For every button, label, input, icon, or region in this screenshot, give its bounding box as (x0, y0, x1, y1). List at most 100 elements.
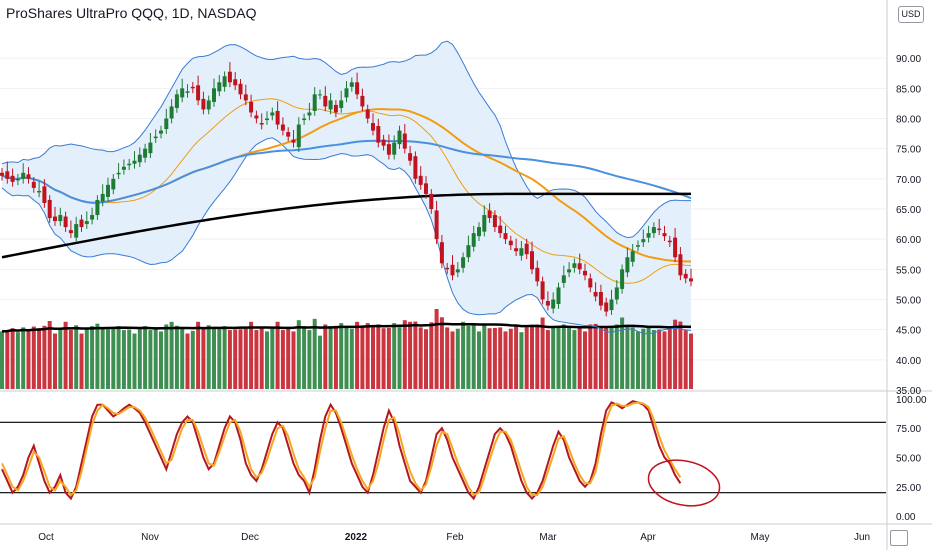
candle[interactable] (572, 258, 577, 273)
candle[interactable] (530, 241, 534, 275)
candle[interactable] (429, 189, 434, 214)
candle[interactable] (302, 113, 307, 125)
candle[interactable] (636, 240, 640, 252)
candle[interactable] (243, 84, 248, 106)
candle[interactable] (164, 108, 169, 134)
candle[interactable] (249, 94, 254, 118)
candle[interactable] (0, 167, 4, 181)
candle[interactable] (386, 134, 391, 160)
candle[interactable] (227, 62, 232, 88)
stochastic-panel[interactable] (0, 400, 886, 512)
candle[interactable] (344, 81, 349, 103)
candle[interactable] (323, 86, 328, 112)
candle[interactable] (31, 177, 36, 193)
candle[interactable] (212, 78, 216, 107)
time-axis[interactable]: Oct Nov Dec 2022 Feb Mar Apr May Jun (38, 532, 870, 543)
candle[interactable] (265, 111, 269, 125)
candle[interactable] (132, 151, 137, 169)
candle[interactable] (662, 225, 667, 241)
candle[interactable] (201, 91, 206, 115)
candle[interactable] (259, 113, 264, 130)
candle[interactable] (53, 206, 57, 226)
candle[interactable] (127, 158, 132, 171)
candle[interactable] (408, 145, 413, 166)
candle[interactable] (222, 71, 227, 92)
candle[interactable] (26, 167, 31, 184)
candle[interactable] (371, 113, 375, 136)
candle[interactable] (535, 260, 540, 287)
chart-settings-icon[interactable] (890, 530, 908, 546)
candle[interactable] (667, 235, 672, 248)
candle[interactable] (116, 163, 121, 180)
candle[interactable] (68, 220, 73, 238)
candle[interactable] (477, 222, 481, 241)
candle[interactable] (318, 89, 322, 100)
candle[interactable] (641, 229, 646, 248)
candle[interactable] (307, 102, 312, 121)
candle[interactable] (583, 263, 587, 281)
candle[interactable] (482, 205, 487, 237)
candle[interactable] (90, 207, 95, 225)
candle[interactable] (349, 77, 354, 92)
candle[interactable] (148, 132, 153, 159)
candle[interactable] (678, 247, 683, 281)
candle[interactable] (190, 81, 195, 94)
candle[interactable] (233, 72, 238, 91)
candle[interactable] (328, 93, 333, 115)
candle[interactable] (651, 222, 656, 238)
candle[interactable] (689, 268, 693, 287)
candle[interactable] (381, 134, 386, 151)
candle[interactable] (153, 129, 158, 143)
candle[interactable] (37, 181, 42, 198)
candle[interactable] (10, 168, 15, 187)
candle[interactable] (577, 253, 582, 275)
candle[interactable] (561, 265, 566, 288)
candle[interactable] (503, 225, 508, 244)
candle[interactable] (180, 78, 185, 103)
candle[interactable] (275, 101, 280, 130)
candle[interactable] (58, 207, 63, 226)
candle[interactable] (254, 110, 259, 124)
candle[interactable] (79, 214, 84, 232)
candle[interactable] (604, 297, 609, 317)
candle[interactable] (588, 273, 593, 293)
candle[interactable] (461, 252, 466, 273)
candle[interactable] (455, 262, 460, 278)
candle[interactable] (137, 147, 142, 168)
candle[interactable] (445, 262, 450, 275)
candle[interactable] (471, 225, 476, 252)
candle[interactable] (392, 135, 397, 160)
candle[interactable] (280, 117, 285, 136)
candle[interactable] (174, 89, 179, 113)
candle[interactable] (413, 151, 418, 184)
candle[interactable] (498, 215, 503, 238)
candle[interactable] (545, 291, 550, 311)
candle[interactable] (159, 125, 163, 139)
candle[interactable] (439, 234, 444, 269)
candle[interactable] (434, 200, 439, 244)
candle[interactable] (169, 99, 174, 124)
candle[interactable] (238, 78, 243, 100)
candle[interactable] (143, 143, 148, 163)
candle[interactable] (519, 240, 524, 261)
candle[interactable] (63, 211, 68, 232)
candle[interactable] (492, 210, 497, 232)
candle[interactable] (524, 238, 529, 260)
candle[interactable] (355, 72, 360, 100)
candle[interactable] (5, 161, 10, 184)
candle[interactable] (508, 235, 513, 251)
candle[interactable] (365, 104, 370, 124)
candle[interactable] (424, 176, 428, 199)
candle[interactable] (598, 284, 603, 311)
candle[interactable] (111, 174, 116, 195)
candle[interactable] (593, 282, 598, 302)
candle[interactable] (217, 75, 222, 97)
candle[interactable] (100, 184, 105, 207)
candle[interactable] (514, 238, 519, 257)
candle[interactable] (95, 195, 100, 220)
candle[interactable] (540, 276, 545, 305)
candle[interactable] (47, 195, 52, 223)
candle[interactable] (551, 292, 556, 314)
candle[interactable] (630, 243, 635, 267)
